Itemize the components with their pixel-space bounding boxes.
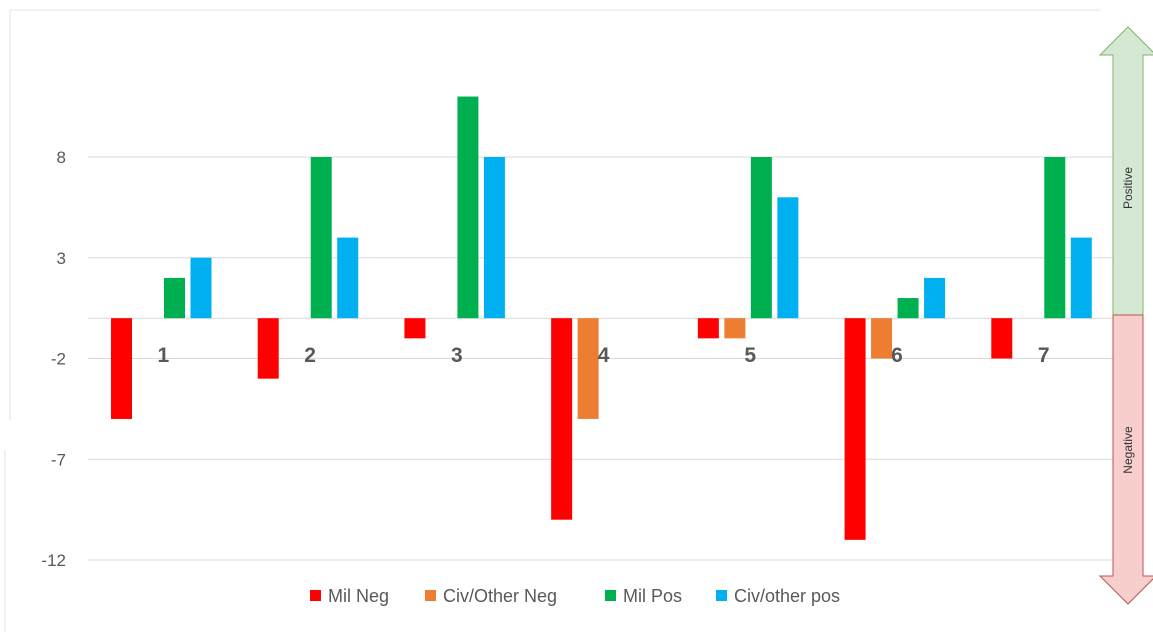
positive-negative-indicator: Positive Negative [1098,26,1153,605]
y-tick-label: 3 [57,249,66,268]
bar-4-cat-2 [337,237,359,319]
bar-2-cat-5 [724,318,746,339]
category-label: 2 [304,344,316,367]
negative-arrow [1098,314,1153,605]
category-label: 5 [744,344,756,367]
y-tick-label: -2 [51,350,66,369]
bar-1-cat-1 [111,318,132,419]
chart-frame [4,9,1100,632]
positive-label: Positive [1121,167,1135,209]
bar-4-cat-3 [483,157,505,319]
bar-3-cat-5 [750,157,772,319]
legend-label: Mil Pos [623,586,682,606]
category-label: 1 [158,344,170,367]
legend-label: Civ/other pos [734,586,840,606]
category-labels: 1 2 3 4 5 6 7 [158,344,1050,367]
bar-3-cat-6 [897,298,919,319]
bar-4-cat-6 [924,277,946,319]
y-axis-ticks: 8 3 -2 -7 -12 [41,148,66,570]
bar-1-cat-5 [697,318,719,339]
bar-3-cat-2 [310,157,332,319]
bar-1-cat-7 [991,318,1013,359]
legend-label: Mil Neg [328,586,389,606]
legend: Mil Neg Civ/Other Neg Mil Pos Civ/other pos [310,586,840,606]
legend-swatch [605,590,616,601]
negative-label: Negative [1121,426,1135,474]
legend-swatch [425,590,436,601]
bar-2-cat-6 [871,318,893,359]
bar-3-cat-1 [164,277,185,319]
bar-4-cat-1 [190,257,212,319]
category-label: 7 [1038,344,1050,367]
bar-1-cat-4 [551,318,573,520]
category-label: 4 [598,344,610,367]
bar-1-cat-2 [257,318,279,379]
y-tick-label: -7 [51,450,66,469]
bar-2-cat-4 [577,318,599,419]
bar-1-cat-6 [844,318,866,540]
bars [111,96,1092,540]
category-label: 3 [451,344,463,367]
bar-4-cat-5 [777,197,799,319]
legend-label: Civ/Other Neg [443,586,557,606]
legend-swatch [310,590,321,601]
bar-1-cat-3 [404,318,426,339]
bar-3-cat-3 [457,96,479,319]
y-tick-label: 8 [57,148,66,167]
legend-swatch [716,590,727,601]
y-tick-label: -12 [41,551,66,570]
bar-4-cat-7 [1070,237,1092,319]
bar-3-cat-7 [1044,157,1066,319]
category-label: 6 [891,344,903,367]
